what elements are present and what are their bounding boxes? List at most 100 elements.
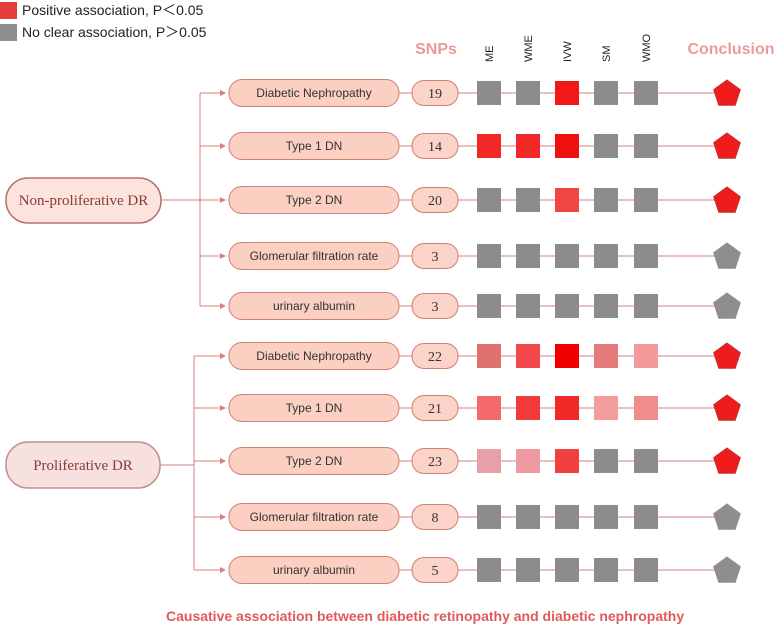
outcome-row: urinary albumin 3 xyxy=(200,292,741,320)
method-label-ivw: IVW xyxy=(562,41,574,62)
outcome-pill xyxy=(228,132,400,160)
cell-sm xyxy=(594,244,618,268)
outcome-label: urinary albumin xyxy=(273,563,355,577)
outcome-pill xyxy=(228,242,400,270)
group-label: Non-proliferative DR xyxy=(19,193,149,209)
snp-count: 14 xyxy=(428,140,442,155)
cell-wmo xyxy=(634,449,658,473)
method-label-wmo: WMO xyxy=(641,33,653,62)
legend-label-positive: Positive association, P＜0.05 xyxy=(22,2,204,18)
cell-wme xyxy=(516,188,540,212)
snp-count: 23 xyxy=(428,455,442,470)
cell-wme xyxy=(516,505,540,529)
outcome-row: Diabetic Nephropathy 22 xyxy=(194,342,741,370)
outcome-pill xyxy=(228,556,400,584)
conclusion-none-icon xyxy=(713,556,741,583)
cell-me xyxy=(477,81,501,105)
group-label: Proliferative DR xyxy=(33,458,133,474)
cell-wme xyxy=(516,81,540,105)
method-label-wme: WME xyxy=(523,35,535,62)
conclusion-none-icon xyxy=(713,503,741,530)
cell-ivw xyxy=(555,81,579,105)
snp-count-pill xyxy=(411,243,459,269)
cell-wme xyxy=(516,244,540,268)
cell-ivw xyxy=(555,244,579,268)
legend-swatch-positive xyxy=(0,1,17,19)
cell-wme xyxy=(516,396,540,420)
snp-count-pill xyxy=(411,343,459,369)
cell-me xyxy=(477,396,501,420)
snp-count: 21 xyxy=(428,402,442,417)
snp-count-pill xyxy=(411,133,459,159)
cell-sm xyxy=(594,294,618,318)
cell-sm xyxy=(594,134,618,158)
cell-wmo xyxy=(634,396,658,420)
figure-caption: Causative association between diabetic r… xyxy=(166,608,685,624)
legend-swatch-none xyxy=(0,23,17,41)
cell-wmo xyxy=(634,558,658,582)
snp-count-pill xyxy=(411,395,459,421)
group-non-proliferative-dr: Non-proliferative DR Diabetic Nephropathy… xyxy=(5,79,741,320)
cell-wmo xyxy=(634,244,658,268)
cell-wmo xyxy=(634,505,658,529)
snp-count-pill xyxy=(411,557,459,583)
legend-none: No clear association, P＞0.05 xyxy=(0,22,206,42)
snp-count: 3 xyxy=(432,300,439,315)
cell-wmo xyxy=(634,188,658,212)
outcome-label: Glomerular filtration rate xyxy=(250,249,379,263)
outcome-label: Type 1 DN xyxy=(286,139,343,153)
outcome-pill xyxy=(228,447,400,475)
snp-count: 5 xyxy=(432,564,439,579)
cell-ivw xyxy=(555,344,579,368)
cell-me xyxy=(477,505,501,529)
outcome-row: Diabetic Nephropathy 19 xyxy=(200,79,741,107)
cell-ivw xyxy=(555,558,579,582)
legend-label-none: No clear association, P＞0.05 xyxy=(22,24,207,40)
outcome-pill xyxy=(228,79,400,107)
cell-sm xyxy=(594,81,618,105)
conclusion-positive-icon xyxy=(713,186,741,213)
cell-wmo xyxy=(634,344,658,368)
cell-wme xyxy=(516,134,540,158)
cell-me xyxy=(477,294,501,318)
cell-me xyxy=(477,244,501,268)
cell-ivw xyxy=(555,449,579,473)
group-box xyxy=(5,441,161,489)
cell-sm xyxy=(594,558,618,582)
cell-sm xyxy=(594,449,618,473)
outcome-label: Glomerular filtration rate xyxy=(250,510,379,524)
outcome-row: Type 1 DN 14 xyxy=(200,132,741,160)
cell-ivw xyxy=(555,396,579,420)
outcome-row: Glomerular filtration rate 8 xyxy=(194,503,741,531)
cell-sm xyxy=(594,505,618,529)
conclusion-positive-icon xyxy=(713,447,741,474)
cell-ivw xyxy=(555,505,579,529)
outcome-pill xyxy=(228,342,400,370)
snp-count-pill xyxy=(411,504,459,530)
outcome-row: Glomerular filtration rate 3 xyxy=(200,242,741,270)
method-label-me: ME xyxy=(484,46,496,63)
cell-sm xyxy=(594,396,618,420)
snp-count-pill xyxy=(411,293,459,319)
conclusion-positive-icon xyxy=(713,132,741,159)
cell-me xyxy=(477,134,501,158)
outcome-label: Diabetic Nephropathy xyxy=(256,349,371,363)
cell-me xyxy=(477,188,501,212)
snp-count: 22 xyxy=(428,350,442,365)
snp-count: 19 xyxy=(428,87,442,102)
outcome-row: Type 1 DN 21 xyxy=(194,394,741,422)
snp-count: 3 xyxy=(432,250,439,265)
conclusion-positive-icon xyxy=(713,394,741,421)
conclusion-positive-icon xyxy=(713,79,741,106)
cell-wme xyxy=(516,344,540,368)
group-proliferative-dr: Proliferative DR Diabetic Nephropathy 22 Ty… xyxy=(5,342,741,584)
outcome-pill xyxy=(228,503,400,531)
snp-count-pill xyxy=(411,187,459,213)
method-label-sm: SM xyxy=(601,46,613,63)
snp-count-pill xyxy=(411,448,459,474)
snp-count: 8 xyxy=(432,511,439,526)
cell-wme xyxy=(516,558,540,582)
cell-sm xyxy=(594,188,618,212)
snp-count-pill xyxy=(411,80,459,106)
